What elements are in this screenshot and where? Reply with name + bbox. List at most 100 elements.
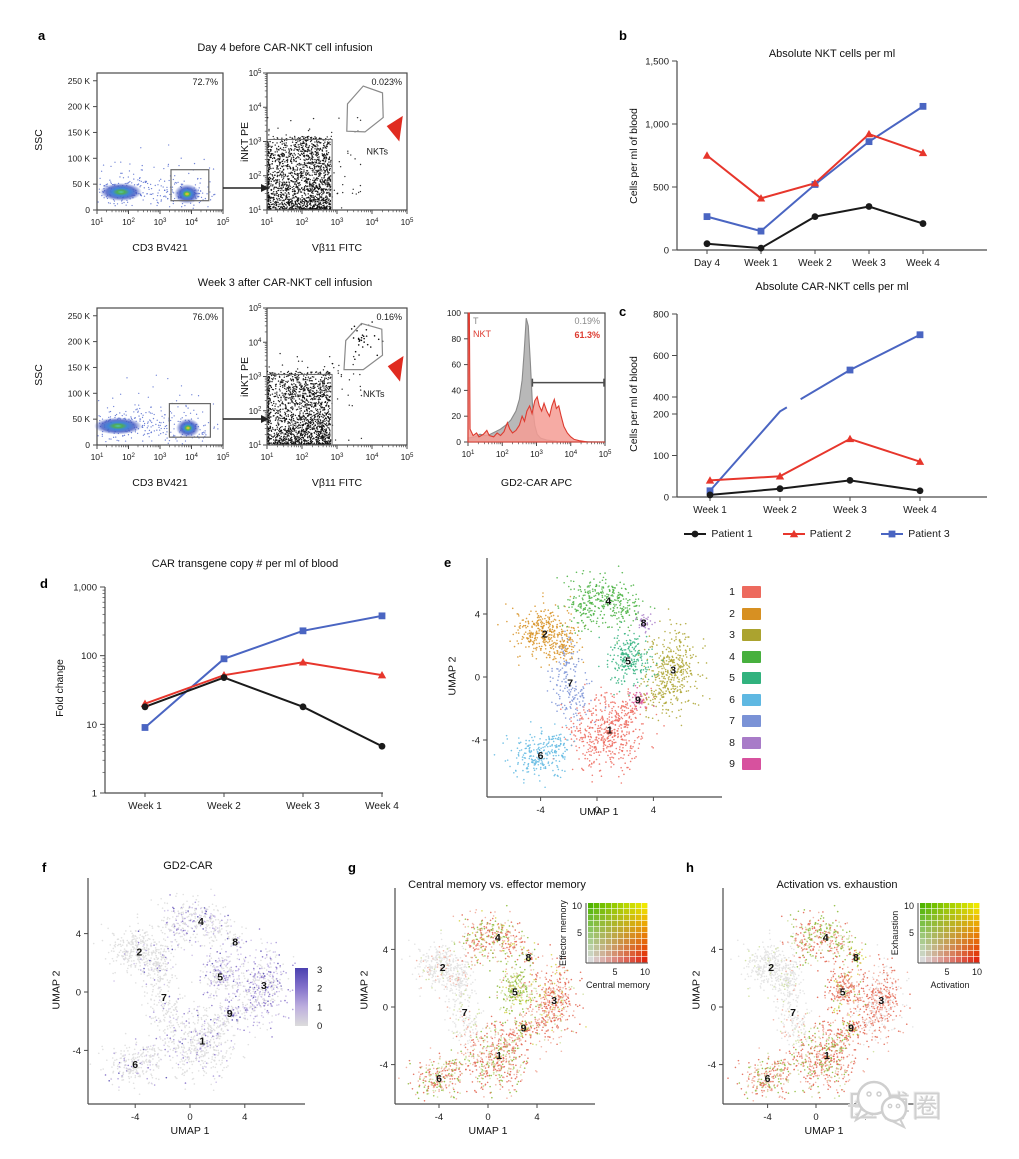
vb11-axis-label-row1: Vβ11 FITC: [311, 242, 363, 254]
svg-text:102: 102: [122, 217, 135, 227]
svg-text:101: 101: [91, 452, 104, 462]
svg-text:150 K: 150 K: [68, 127, 91, 137]
svg-text:0: 0: [456, 437, 461, 447]
svg-text:101: 101: [249, 440, 262, 450]
panel-g-xlabel: UMAP 1: [468, 1125, 508, 1137]
svg-text:600: 600: [653, 351, 669, 362]
legend-item-patient-3: Patient 3: [881, 528, 950, 540]
svg-text:0: 0: [594, 805, 599, 816]
svg-text:103: 103: [249, 371, 262, 381]
svg-text:Week 2: Week 2: [798, 258, 832, 269]
svg-text:Week 4: Week 4: [365, 801, 399, 812]
umap-cluster-legend: 1 2 3 4 5 6 7 8 9: [727, 586, 761, 770]
panel-a-row1-title: Day 4 before CAR-NKT cell infusion: [197, 42, 373, 54]
svg-text:0: 0: [475, 673, 480, 684]
svg-text:102: 102: [496, 449, 509, 459]
svg-text:0.19%: 0.19%: [574, 316, 600, 326]
flow-plot-day4-ssc: 101 102 103 104 105 0 50 K 100 K 150 K 200 K 250 K…: [68, 72, 230, 227]
svg-text:4: 4: [651, 805, 656, 816]
svg-text:0: 0: [85, 205, 90, 215]
umap-legend-item-7: 7: [727, 715, 761, 727]
legend-item-patient-2: Patient 2: [782, 528, 851, 540]
cd3-axis-label-row1: CD3 BV421: [132, 242, 188, 254]
svg-text:0: 0: [664, 246, 669, 257]
svg-text:103: 103: [249, 136, 262, 146]
svg-text:103: 103: [530, 449, 543, 459]
svg-text:500: 500: [653, 183, 669, 194]
panel-label-g: g: [348, 860, 356, 875]
svg-text:101: 101: [462, 449, 475, 459]
svg-text:NKTs: NKTs: [366, 147, 388, 157]
wechat-bubbles-icon: [848, 1080, 908, 1130]
svg-text:102: 102: [296, 452, 309, 462]
watermark: 医博圈: [848, 1080, 944, 1130]
gate-arrow-row1: [223, 184, 269, 192]
panel-a-row2-title: Week 3 after CAR-NKT cell infusion: [197, 277, 373, 289]
svg-text:76.0%: 76.0%: [192, 312, 218, 322]
svg-text:105: 105: [401, 217, 414, 227]
svg-text:101: 101: [249, 205, 262, 215]
svg-text:104: 104: [185, 452, 198, 462]
panel-f-xlabel: UMAP 1: [170, 1125, 210, 1137]
svg-text:105: 105: [249, 68, 262, 78]
umap-legend-item-8: 8: [727, 736, 761, 749]
svg-text:40: 40: [452, 385, 462, 395]
svg-text:103: 103: [154, 452, 167, 462]
svg-text:50 K: 50 K: [73, 179, 91, 189]
svg-text:20: 20: [452, 411, 462, 421]
panel-c-chart: 0 100 200 400 600 800 Week 1 Week 2 Week 3 Week 4: [653, 310, 987, 516]
svg-text:T: T: [473, 316, 479, 326]
svg-text:200 K: 200 K: [68, 102, 91, 112]
panel-d-title: CAR transgene copy # per ml of blood: [151, 558, 339, 570]
svg-text:10: 10: [86, 720, 97, 731]
svg-text:Week 1: Week 1: [128, 801, 162, 812]
svg-text:105: 105: [401, 452, 414, 462]
svg-text:Week 4: Week 4: [906, 258, 940, 269]
svg-text:Week 4: Week 4: [903, 505, 937, 516]
svg-text:104: 104: [366, 452, 379, 462]
svg-text:102: 102: [296, 217, 309, 227]
svg-text:0: 0: [85, 440, 90, 450]
svg-text:101: 101: [261, 452, 274, 462]
svg-text:100 K: 100 K: [68, 388, 91, 398]
svg-text:800: 800: [653, 310, 669, 321]
panel-h-title: Activation vs. exhaustion: [776, 879, 898, 891]
svg-text:0: 0: [664, 493, 669, 504]
panel-label-d: d: [40, 576, 48, 591]
svg-text:-4: -4: [472, 736, 480, 747]
svg-text:1,000: 1,000: [645, 120, 669, 131]
svg-text:80: 80: [452, 334, 462, 344]
umap-legend-item-6: 6: [727, 693, 761, 706]
svg-text:NKTs: NKTs: [363, 389, 385, 399]
svg-text:104: 104: [185, 217, 198, 227]
svg-text:Week 3: Week 3: [852, 258, 886, 269]
svg-text:104: 104: [366, 217, 379, 227]
svg-text:60: 60: [452, 360, 462, 370]
umap-legend-item-3: 3: [727, 629, 761, 641]
panel-h-xlabel: UMAP 1: [804, 1125, 844, 1137]
panel-c-title: Absolute CAR-NKT cells per ml: [755, 281, 909, 293]
panel-label-e: e: [444, 555, 452, 570]
patient-legend: Patient 1 Patient 2 Patient 3: [647, 528, 987, 540]
flow-plot-week3-inkt: 101 102 103 104 105 101 102 103 104 105 NKTs 0.16%: [249, 303, 414, 462]
panel-b-title: Absolute NKT cells per ml: [768, 48, 896, 60]
svg-text:200 K: 200 K: [68, 337, 91, 347]
svg-text:Week 3: Week 3: [833, 505, 867, 516]
panel-d-chart: 1 10 100 1,000 Week 1 Week 2 Week 3 Week 4: [73, 583, 399, 813]
svg-text:150 K: 150 K: [68, 362, 91, 372]
svg-text:250 K: 250 K: [68, 76, 91, 86]
umap-legend-item-5: 5: [727, 672, 761, 684]
svg-text:105: 105: [599, 449, 612, 459]
svg-text:Week 2: Week 2: [207, 801, 241, 812]
svg-text:104: 104: [564, 449, 577, 459]
svg-text:1,500: 1,500: [645, 57, 669, 68]
svg-text:1: 1: [92, 789, 97, 800]
svg-text:Day 4: Day 4: [694, 258, 721, 269]
svg-text:100 K: 100 K: [68, 153, 91, 163]
panel-label-h: h: [686, 860, 694, 875]
svg-text:100: 100: [447, 308, 461, 318]
umap-legend-item-1: 1: [727, 586, 761, 598]
svg-text:105: 105: [217, 217, 230, 227]
